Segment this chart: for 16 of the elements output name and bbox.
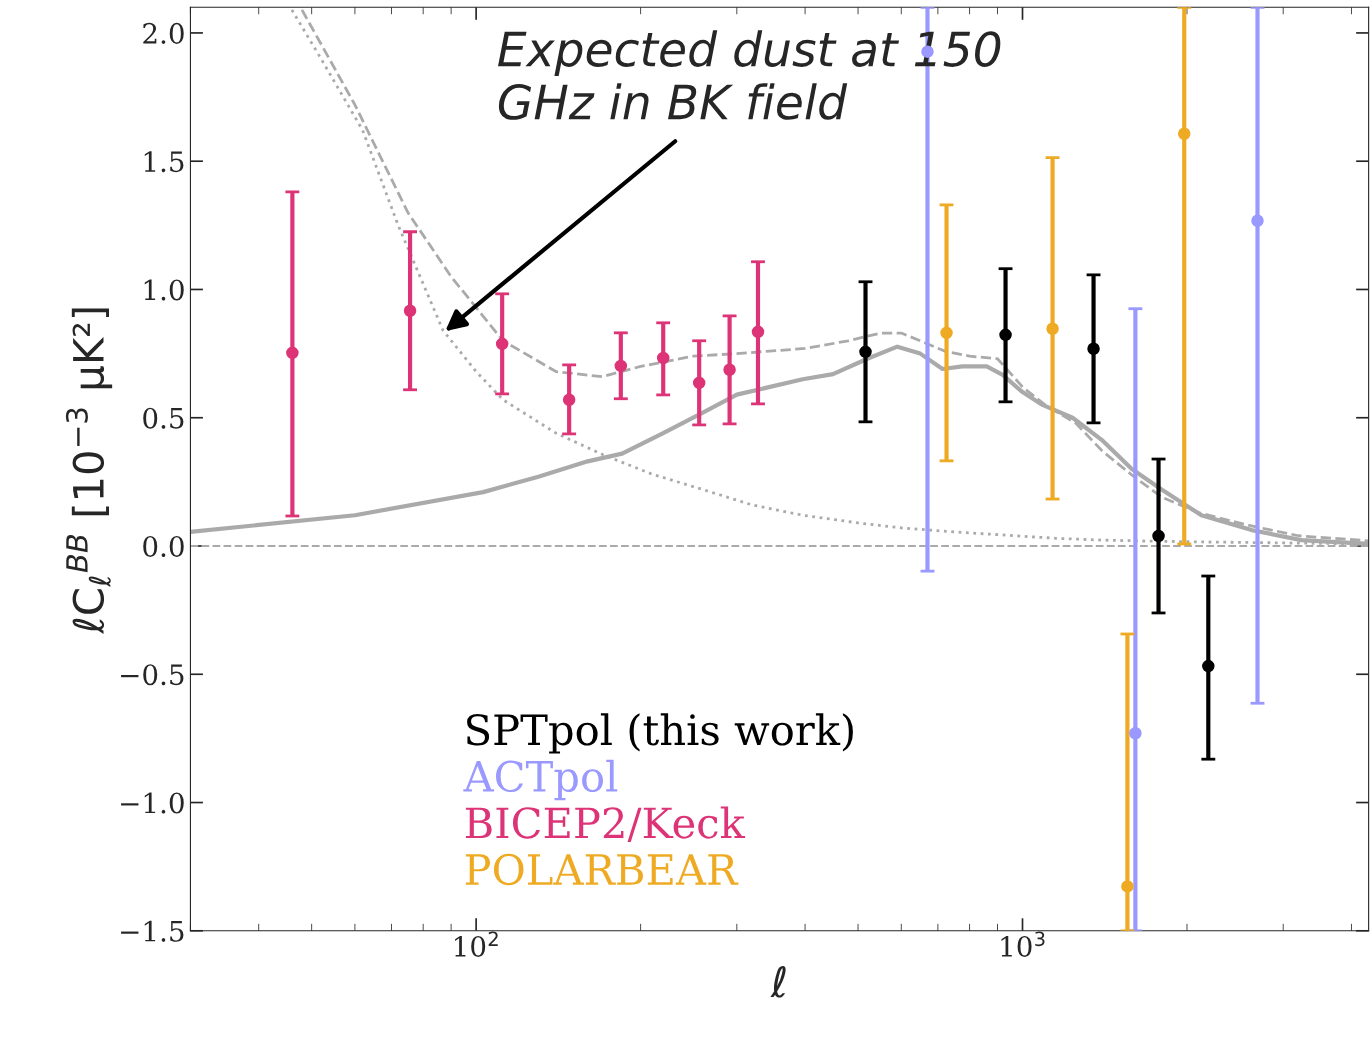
y-tick-label: 0.0 [143,535,184,557]
y-tick-label: 2.0 [143,22,184,44]
text: SPTpol (this work) [467,713,853,754]
y-tick-label: 1.0 [144,279,184,301]
y-tick-label: −0.5 [121,664,184,686]
x-tick-label: 10$^{2}$ [455,931,498,957]
y-axis-title: ℓC$_{ℓ}$$^{BB}$ [10$^{−3}$ μK²] [65,308,113,634]
x-tick-label: 10$^{3}$ [1001,931,1045,957]
text: ACTpol [463,759,618,801]
y-tick-label: 0.5 [143,407,184,429]
y-tick-label: −1.5 [121,920,184,942]
text: BICEP2/Keck [465,806,746,842]
y-tick-label: −1.0 [121,792,184,814]
y-tick-label: 1.5 [144,151,184,173]
x-axis-title: ℓ [770,966,786,998]
text: POLARBEAR [465,853,739,886]
